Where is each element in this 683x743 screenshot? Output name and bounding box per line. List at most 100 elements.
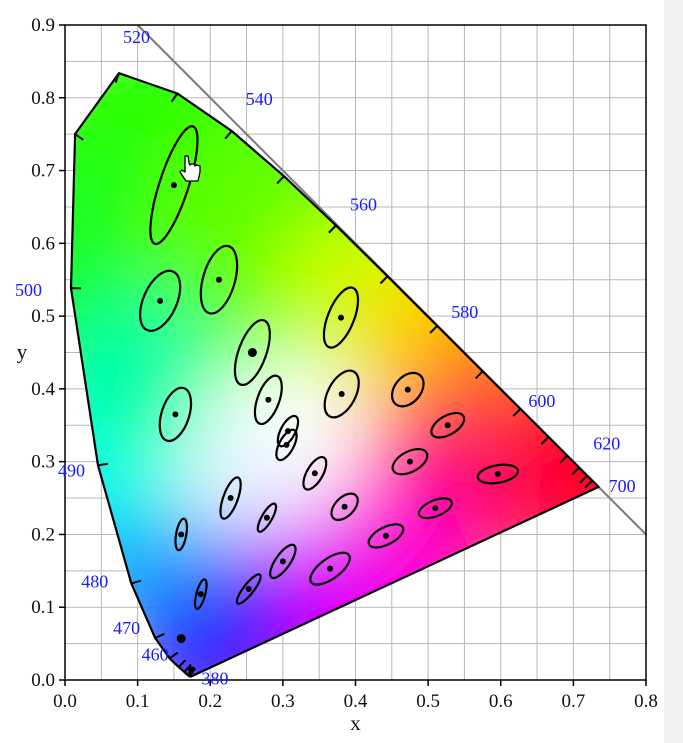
ellipse-center-point: [338, 390, 345, 397]
ellipse-outline: [269, 543, 297, 580]
macadam-ellipse: [253, 374, 283, 426]
macadam-ellipse: [309, 551, 351, 586]
wavelength-label: 700: [609, 476, 636, 496]
y-tick-label: 0.0: [31, 670, 55, 691]
y-tick-label: 0.9: [31, 15, 55, 36]
ellipse-outline: [417, 497, 453, 520]
wavelength-label: 520: [123, 27, 150, 47]
ellipse-center-point: [157, 297, 164, 304]
x-tick-label: 0.4: [344, 691, 368, 712]
locus-ticks: [70, 72, 593, 677]
gamut-blob: [71, 294, 218, 455]
ellipse-outline: [275, 428, 298, 462]
y-tick-label: 0.3: [31, 452, 55, 473]
locus-tick: [512, 408, 522, 417]
y-tick-label: 0.5: [31, 306, 55, 327]
locus-tick: [540, 436, 550, 445]
ellipse-outline: [391, 447, 429, 476]
ellipse-center-point: [263, 514, 270, 521]
wavelength-label: 540: [246, 89, 273, 109]
x-tick-label: 0.1: [126, 691, 150, 712]
y-tick-label: 0.8: [31, 88, 55, 109]
locus-tick: [571, 466, 580, 476]
ellipse-outline: [276, 414, 300, 448]
locus-tick: [186, 666, 196, 676]
macadam-ellipse: [330, 492, 359, 522]
ellipse-center-point: [279, 558, 286, 565]
wavelength-label: 580: [451, 302, 478, 322]
y-tick-label: 0.7: [31, 161, 55, 182]
macadam-ellipse: [323, 369, 360, 419]
ellipse-outline: [253, 374, 283, 426]
ellipse-center-point: [197, 591, 204, 598]
macadam-ellipse: [390, 371, 425, 408]
gamut-color-fill: [71, 73, 599, 677]
locus-tick: [224, 130, 233, 140]
ellipse-center-point: [311, 470, 318, 477]
ellipse-outline: [330, 492, 359, 522]
y-tick-label: 0.4: [31, 379, 55, 400]
x-tick-label: 0.7: [562, 691, 586, 712]
macadam-ellipse: [322, 286, 360, 349]
ellipse-outline: [235, 573, 262, 605]
ellipse-outline: [256, 502, 278, 533]
ellipse-outline: [322, 286, 360, 349]
ellipse-center-point: [327, 565, 334, 572]
x-tick-label: 0.6: [489, 691, 513, 712]
macadam-ellipse: [367, 523, 405, 549]
locus-tick: [559, 454, 568, 464]
locus-tick: [584, 479, 593, 489]
x-tick-label: 0.5: [416, 691, 440, 712]
locus-tick: [183, 663, 192, 673]
ellipse-outline: [476, 463, 520, 485]
locus-tick: [379, 275, 389, 285]
wavelength-label: 460: [142, 644, 169, 664]
y-tick-label: 0.2: [31, 524, 55, 545]
macadam-ellipse: [417, 497, 453, 520]
macadam-ellipse: [199, 244, 239, 315]
ellipse-outline: [323, 369, 360, 419]
hand-cursor-icon: [179, 155, 201, 182]
locus-tick: [170, 92, 179, 103]
ellipse-outline: [199, 244, 239, 315]
ellipse-center-point: [404, 386, 411, 393]
macadam-ellipses: [138, 125, 520, 644]
x-tick-label: 0.2: [198, 691, 222, 712]
cie-chromaticity-chart: 0.0 0.1 0.2 0.3 0.4 0.5 0.6 0.7 0.8 0.0 0.1 0.2 0.3…: [15, 15, 658, 735]
ellipse-outline: [302, 455, 328, 491]
locus-tick: [178, 659, 187, 668]
ellipse-outline: [367, 523, 405, 549]
ellipse-outline: [233, 318, 271, 387]
ellipse-center-point: [247, 348, 257, 357]
x-tick-label: 0.8: [634, 691, 658, 712]
macadam-ellipse: [174, 517, 189, 552]
locus-tick: [276, 175, 285, 185]
macadam-ellipse: [391, 447, 429, 476]
gamut-blend: [71, 73, 599, 677]
locus-tick: [131, 579, 142, 585]
x-tick-label: 0.0: [53, 691, 77, 712]
locus-tick: [74, 133, 84, 141]
macadam-ellipse: [219, 476, 242, 520]
ellipse-center-point: [265, 396, 272, 403]
locus-tick: [474, 370, 484, 380]
ellipse-outline: [219, 476, 242, 520]
ellipse-center-point: [215, 276, 222, 283]
ellipse-center-point: [494, 471, 501, 478]
gamut-blob: [179, 416, 300, 537]
macadam-ellipse: [176, 634, 186, 644]
ellipse-center-point: [406, 458, 413, 465]
ellipse-outline: [390, 371, 425, 408]
wavelength-label: 470: [113, 618, 140, 638]
ellipse-center-point: [341, 503, 348, 510]
ellipse-outline: [138, 269, 182, 332]
ellipse-center-point: [172, 411, 179, 418]
macadam-ellipse: [235, 573, 262, 605]
macadam-ellipse: [138, 269, 182, 332]
wavelength-label: 600: [528, 391, 555, 411]
y-axis-label: y: [17, 340, 28, 364]
macadam-ellipse: [149, 125, 199, 246]
macadam-ellipse: [430, 411, 466, 439]
x-axis-label: x: [350, 711, 361, 735]
locus-tick: [114, 72, 120, 83]
